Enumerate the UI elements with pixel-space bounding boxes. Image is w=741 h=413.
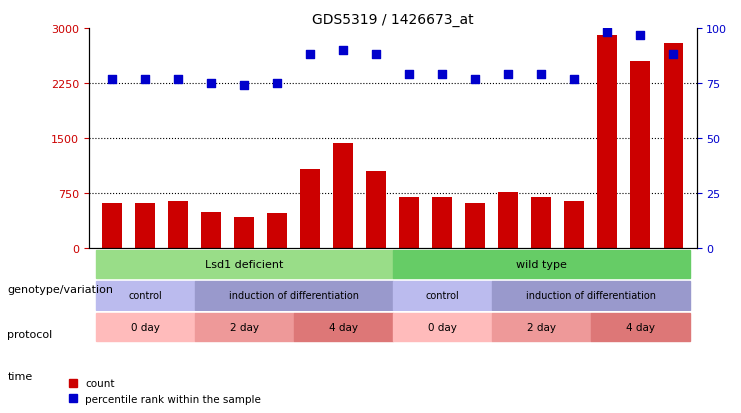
Text: 0 day: 0 day <box>130 322 159 332</box>
Legend: count, percentile rank within the sample: count, percentile rank within the sample <box>64 374 265 408</box>
Bar <box>102 203 122 249</box>
Bar <box>631 62 651 249</box>
Text: 4 day: 4 day <box>329 322 358 332</box>
Point <box>502 72 514 78</box>
Point <box>305 52 316 59</box>
Bar <box>465 203 485 249</box>
Text: induction of differentiation: induction of differentiation <box>526 291 656 301</box>
Bar <box>195 313 293 341</box>
Bar <box>96 250 393 278</box>
Bar <box>202 213 221 249</box>
Bar <box>565 201 584 249</box>
Bar <box>96 313 195 341</box>
Text: induction of differentiation: induction of differentiation <box>229 291 359 301</box>
Bar <box>168 201 188 249</box>
Text: 2 day: 2 day <box>527 322 556 332</box>
Text: 4 day: 4 day <box>626 322 655 332</box>
Bar <box>300 169 320 249</box>
Point <box>139 76 151 83</box>
Text: Lsd1 deficient: Lsd1 deficient <box>205 259 283 269</box>
Bar <box>366 172 386 249</box>
Title: GDS5319 / 1426673_at: GDS5319 / 1426673_at <box>312 12 473 26</box>
Bar <box>492 313 591 341</box>
Bar <box>96 282 195 310</box>
Bar <box>393 250 690 278</box>
Bar <box>597 36 617 249</box>
Text: protocol: protocol <box>7 330 53 339</box>
Bar <box>333 144 353 249</box>
Bar <box>293 313 393 341</box>
Text: control: control <box>425 291 459 301</box>
Bar <box>663 43 683 249</box>
Bar <box>531 197 551 249</box>
Bar <box>268 214 287 249</box>
Point <box>106 76 118 83</box>
Point <box>602 30 614 37</box>
Bar <box>135 204 155 249</box>
Bar <box>234 217 254 249</box>
Point <box>668 52 679 59</box>
Bar <box>399 197 419 249</box>
Point <box>205 81 217 87</box>
Point <box>172 76 184 83</box>
Bar <box>195 282 393 310</box>
Point <box>634 32 646 39</box>
Bar <box>432 197 452 249</box>
Bar <box>591 313 690 341</box>
Text: genotype/variation: genotype/variation <box>7 284 113 294</box>
Bar <box>492 282 690 310</box>
Point <box>238 83 250 89</box>
Text: control: control <box>128 291 162 301</box>
Text: wild type: wild type <box>516 259 567 269</box>
Bar <box>393 282 492 310</box>
Point <box>536 72 548 78</box>
Point <box>469 76 481 83</box>
Point <box>271 81 283 87</box>
Point <box>568 76 580 83</box>
Point <box>370 52 382 59</box>
Point <box>436 72 448 78</box>
Text: 0 day: 0 day <box>428 322 456 332</box>
Text: time: time <box>7 371 33 381</box>
Bar <box>499 193 518 249</box>
Point <box>337 47 349 54</box>
Point <box>403 72 415 78</box>
Bar <box>393 313 492 341</box>
Text: 2 day: 2 day <box>230 322 259 332</box>
